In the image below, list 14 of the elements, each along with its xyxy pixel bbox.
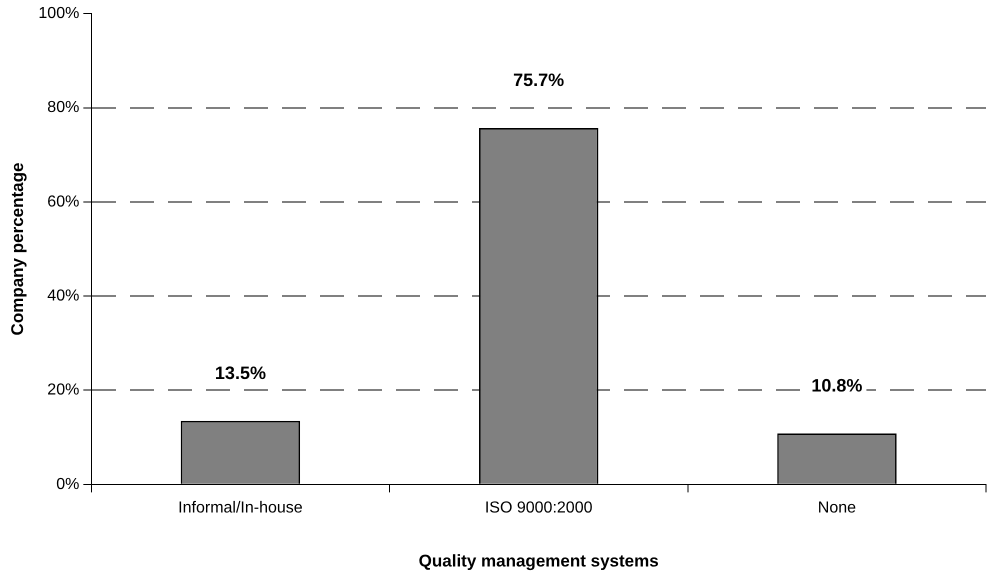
y-axis-title: Company percentage bbox=[8, 162, 27, 336]
data-label: 13.5% bbox=[214, 362, 266, 383]
data-label: 10.8% bbox=[811, 376, 862, 396]
y-tick-label: 100% bbox=[38, 5, 80, 22]
x-axis-title: Quality management systems bbox=[418, 551, 659, 570]
data-label: 75.7% bbox=[513, 70, 564, 90]
x-tick-label: ISO 9000:2000 bbox=[484, 499, 593, 516]
y-tick-label: 60% bbox=[47, 193, 80, 210]
y-tick-label: 20% bbox=[47, 382, 80, 399]
y-tick-label: 40% bbox=[47, 287, 80, 304]
y-tick-label: 0% bbox=[56, 476, 80, 493]
y-tick-label: 80% bbox=[47, 99, 80, 116]
x-tick-label: Informal/In-house bbox=[178, 499, 303, 516]
x-tick-label: None bbox=[818, 499, 856, 516]
